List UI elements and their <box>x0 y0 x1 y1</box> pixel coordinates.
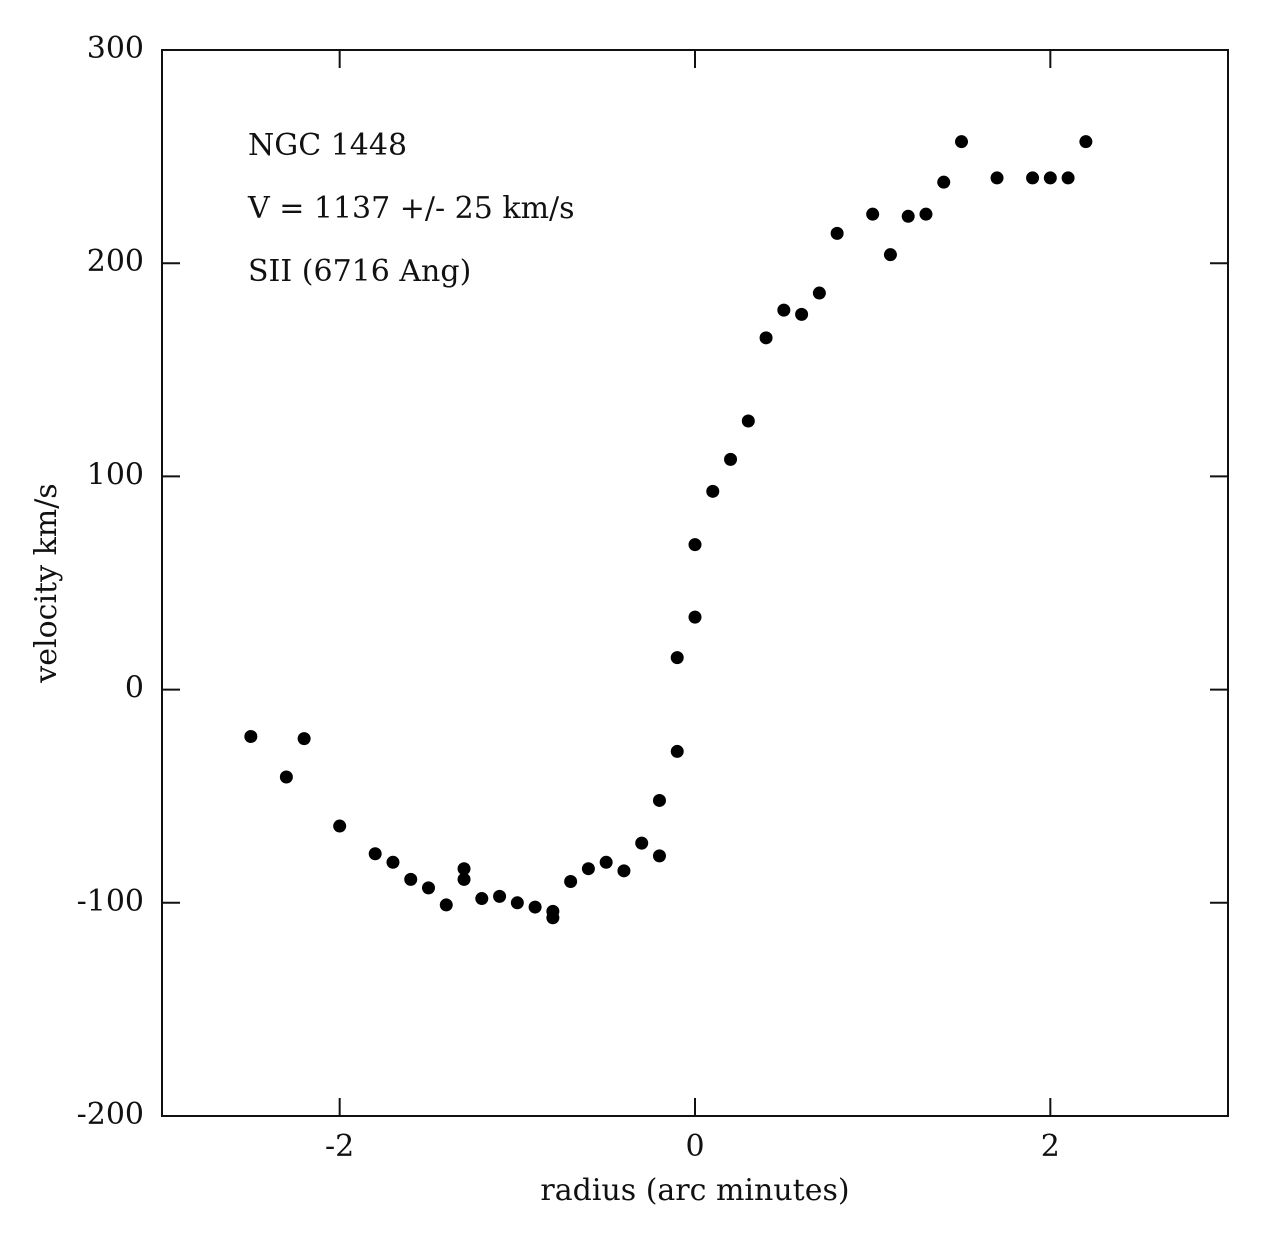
x-tick-label: -2 <box>325 1129 354 1164</box>
point <box>652 849 666 863</box>
point <box>883 248 897 262</box>
y-tick-label: 100 <box>87 457 144 492</box>
point <box>333 819 347 833</box>
point <box>955 135 968 149</box>
x-tick-label: 2 <box>1041 1129 1060 1164</box>
point <box>688 538 702 552</box>
point <box>244 730 258 744</box>
point <box>528 900 542 914</box>
point <box>777 303 791 317</box>
point <box>830 226 844 240</box>
point <box>368 847 382 861</box>
point <box>670 651 684 665</box>
point <box>279 770 293 784</box>
point <box>1079 135 1093 149</box>
point <box>475 892 489 906</box>
point <box>457 862 471 876</box>
point <box>439 898 453 912</box>
point <box>937 175 951 189</box>
point <box>919 207 933 221</box>
annotation: NGC 1448 <box>248 128 407 163</box>
point <box>1026 171 1040 185</box>
point <box>493 889 507 903</box>
annotation: SII (6716 Ang) <box>248 254 471 289</box>
y-tick-label: 200 <box>87 244 144 279</box>
point <box>706 484 720 498</box>
annotation: V = 1137 +/- 25 km/s <box>247 191 575 226</box>
y-tick-label: -100 <box>77 884 144 919</box>
point <box>510 896 524 910</box>
point <box>724 452 738 466</box>
point <box>564 874 578 888</box>
point <box>688 610 702 624</box>
point <box>670 744 684 758</box>
y-axis-label: velocity km/s <box>29 483 64 683</box>
point <box>812 286 826 300</box>
point <box>617 864 631 878</box>
x-axis-label: radius (arc minutes) <box>540 1173 849 1208</box>
point <box>759 331 773 345</box>
point <box>652 793 666 807</box>
point <box>901 209 915 223</box>
point <box>581 862 595 876</box>
point <box>422 881 435 895</box>
point <box>795 307 809 321</box>
y-tick-label: 300 <box>87 31 144 66</box>
point <box>599 855 613 869</box>
point <box>297 732 311 746</box>
point <box>741 414 755 428</box>
point <box>404 872 418 886</box>
point <box>386 855 400 869</box>
point <box>635 836 649 850</box>
point <box>457 872 471 886</box>
point <box>1043 171 1057 185</box>
y-tick-label: -200 <box>77 1097 144 1132</box>
x-tick-label: 0 <box>685 1129 704 1164</box>
point <box>866 207 880 221</box>
y-tick-label: 0 <box>125 671 144 706</box>
point <box>1061 171 1075 185</box>
point <box>546 911 560 925</box>
point <box>990 171 1004 185</box>
